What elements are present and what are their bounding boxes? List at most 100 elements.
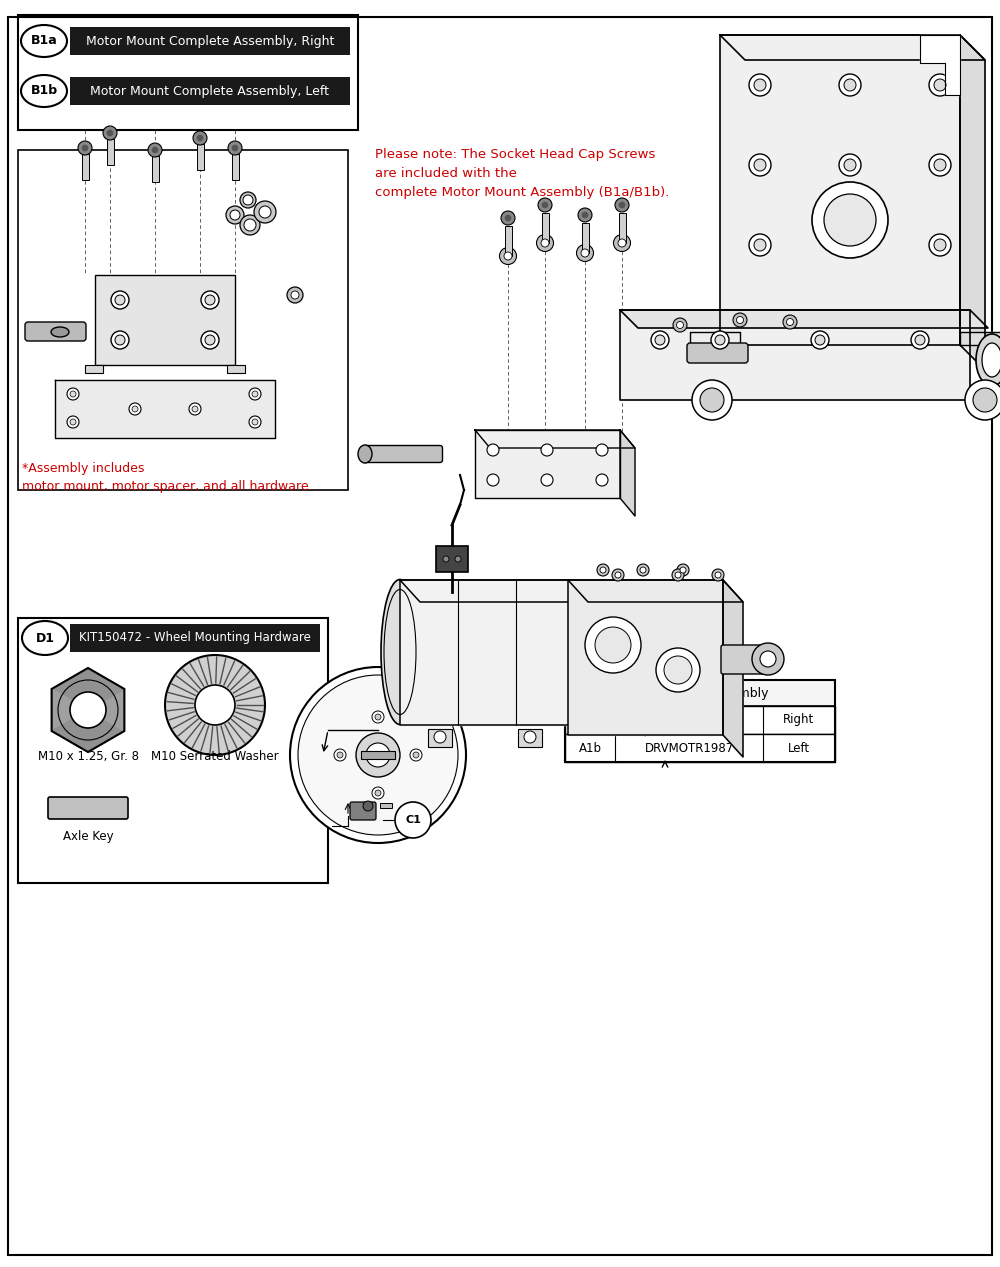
Polygon shape xyxy=(568,580,723,735)
FancyBboxPatch shape xyxy=(436,546,468,571)
Circle shape xyxy=(252,419,258,424)
Circle shape xyxy=(615,571,621,578)
Circle shape xyxy=(637,564,649,576)
Polygon shape xyxy=(920,35,960,95)
Circle shape xyxy=(760,651,776,666)
Circle shape xyxy=(673,318,687,332)
Circle shape xyxy=(356,734,400,777)
Circle shape xyxy=(934,158,946,171)
Circle shape xyxy=(749,155,771,176)
Text: D1: D1 xyxy=(36,631,54,645)
Text: M10 x 1.25, Gr. 8: M10 x 1.25, Gr. 8 xyxy=(38,750,138,763)
Circle shape xyxy=(197,136,203,141)
FancyBboxPatch shape xyxy=(505,226,512,256)
Circle shape xyxy=(372,711,384,723)
Circle shape xyxy=(612,569,624,582)
FancyBboxPatch shape xyxy=(350,802,376,820)
Circle shape xyxy=(576,245,594,261)
Circle shape xyxy=(538,198,552,212)
Circle shape xyxy=(243,195,253,205)
Circle shape xyxy=(715,334,725,345)
Text: Left: Left xyxy=(788,741,810,755)
Circle shape xyxy=(973,388,997,412)
Circle shape xyxy=(290,666,466,843)
Circle shape xyxy=(615,198,629,212)
Circle shape xyxy=(597,564,609,576)
Circle shape xyxy=(334,749,346,761)
Circle shape xyxy=(677,564,689,576)
FancyBboxPatch shape xyxy=(582,223,588,253)
Circle shape xyxy=(929,73,951,96)
FancyBboxPatch shape xyxy=(687,343,748,364)
Circle shape xyxy=(915,334,925,345)
Circle shape xyxy=(824,194,876,246)
Circle shape xyxy=(581,250,589,257)
Circle shape xyxy=(230,210,240,220)
Circle shape xyxy=(240,193,256,208)
Circle shape xyxy=(934,79,946,91)
Ellipse shape xyxy=(21,25,67,57)
Circle shape xyxy=(252,392,258,397)
Circle shape xyxy=(692,380,732,419)
Ellipse shape xyxy=(51,327,69,337)
Circle shape xyxy=(500,247,516,265)
Text: DRVMOTR1987: DRVMOTR1987 xyxy=(644,741,734,755)
Polygon shape xyxy=(52,710,88,753)
Circle shape xyxy=(434,731,446,742)
Circle shape xyxy=(487,443,499,456)
Circle shape xyxy=(655,334,665,345)
Text: B1b: B1b xyxy=(30,85,58,98)
Circle shape xyxy=(733,313,747,327)
Polygon shape xyxy=(52,689,88,731)
FancyBboxPatch shape xyxy=(70,77,350,105)
Circle shape xyxy=(410,749,422,761)
Circle shape xyxy=(259,207,271,218)
Circle shape xyxy=(501,212,515,226)
Circle shape xyxy=(524,731,536,742)
Circle shape xyxy=(934,239,946,251)
Circle shape xyxy=(712,569,724,582)
FancyBboxPatch shape xyxy=(361,751,395,759)
Polygon shape xyxy=(723,580,743,756)
Circle shape xyxy=(189,403,201,416)
Text: Drive Motor Assembly: Drive Motor Assembly xyxy=(631,687,769,699)
Polygon shape xyxy=(55,380,275,438)
Ellipse shape xyxy=(982,343,1000,378)
Polygon shape xyxy=(620,310,988,328)
Polygon shape xyxy=(690,332,740,345)
Circle shape xyxy=(228,141,242,155)
FancyBboxPatch shape xyxy=(82,155,88,180)
Circle shape xyxy=(67,388,79,400)
Circle shape xyxy=(443,556,449,563)
Circle shape xyxy=(165,655,265,755)
Circle shape xyxy=(152,147,158,153)
Circle shape xyxy=(541,239,549,247)
Circle shape xyxy=(749,234,771,256)
Polygon shape xyxy=(720,35,985,60)
Circle shape xyxy=(582,212,588,218)
Circle shape xyxy=(839,155,861,176)
Text: B1a: B1a xyxy=(31,34,57,47)
Circle shape xyxy=(366,742,390,767)
Circle shape xyxy=(754,158,766,171)
Circle shape xyxy=(148,143,162,157)
Circle shape xyxy=(618,239,626,247)
Circle shape xyxy=(812,182,888,258)
Circle shape xyxy=(201,331,219,348)
Polygon shape xyxy=(568,580,743,602)
Circle shape xyxy=(205,295,215,305)
Text: M10 Serrated Washer: M10 Serrated Washer xyxy=(151,750,279,763)
Polygon shape xyxy=(400,580,595,602)
Circle shape xyxy=(337,753,343,758)
Circle shape xyxy=(542,201,548,208)
Polygon shape xyxy=(475,430,620,498)
FancyBboxPatch shape xyxy=(232,155,239,180)
FancyBboxPatch shape xyxy=(85,365,103,372)
Polygon shape xyxy=(720,35,960,345)
Text: C1: C1 xyxy=(405,815,421,825)
Polygon shape xyxy=(960,332,1000,345)
Circle shape xyxy=(672,569,684,582)
FancyBboxPatch shape xyxy=(70,27,350,54)
Circle shape xyxy=(676,322,684,328)
Circle shape xyxy=(487,474,499,487)
